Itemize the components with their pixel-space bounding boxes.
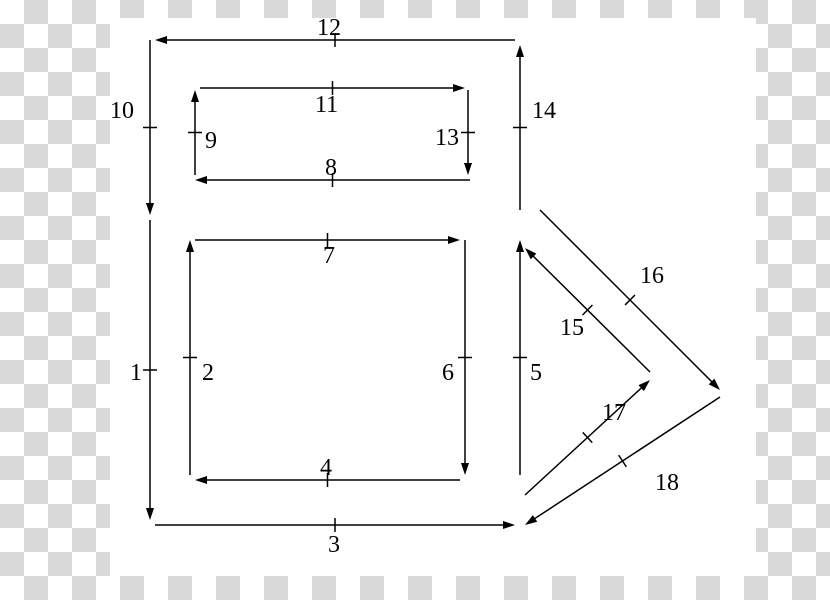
- arrowhead-8-end: [195, 176, 207, 184]
- edge-label-10: 10: [110, 98, 134, 124]
- edge-15: [530, 253, 650, 372]
- edge-label-15: 15: [560, 315, 584, 341]
- edge-label-16: 16: [640, 263, 664, 289]
- edge-label-17: 17: [602, 400, 626, 426]
- edge-label-18: 18: [655, 470, 679, 496]
- edge-label-3: 3: [328, 532, 340, 558]
- arrowhead-11-end: [453, 84, 465, 92]
- arrow-diagram: 123456789101112131415161718: [0, 0, 830, 600]
- arrowhead-14-end: [516, 45, 524, 57]
- edge-17: [525, 385, 645, 495]
- arrowhead-12-end: [155, 36, 167, 44]
- arrowhead-13-end: [464, 163, 472, 175]
- arrowhead-9-end: [191, 90, 199, 102]
- arrowhead-6-end: [461, 463, 469, 475]
- edge-label-5: 5: [530, 360, 542, 386]
- arrowhead-1-end: [146, 508, 154, 520]
- edge-label-4: 4: [320, 455, 332, 481]
- edge-label-2: 2: [202, 360, 214, 386]
- arrowhead-2-end: [186, 240, 194, 252]
- edge-16: [540, 210, 715, 385]
- edge-label-12: 12: [317, 15, 341, 41]
- edge-label-6: 6: [442, 360, 454, 386]
- edge-label-1: 1: [130, 360, 142, 386]
- arrowhead-4-end: [195, 476, 207, 484]
- edge-label-11: 11: [315, 92, 338, 118]
- tick-18: [619, 455, 627, 467]
- arrowhead-5-end: [516, 240, 524, 252]
- arrowhead-18-end: [525, 515, 537, 525]
- edge-label-9: 9: [205, 128, 217, 154]
- arrowhead-3-end: [503, 521, 515, 529]
- edge-label-7: 7: [323, 243, 335, 269]
- edge-label-13: 13: [435, 125, 459, 151]
- arrowhead-7-end: [448, 236, 460, 244]
- edge-label-8: 8: [325, 155, 337, 181]
- arrowhead-10-end: [146, 203, 154, 215]
- edge-label-14: 14: [532, 98, 556, 124]
